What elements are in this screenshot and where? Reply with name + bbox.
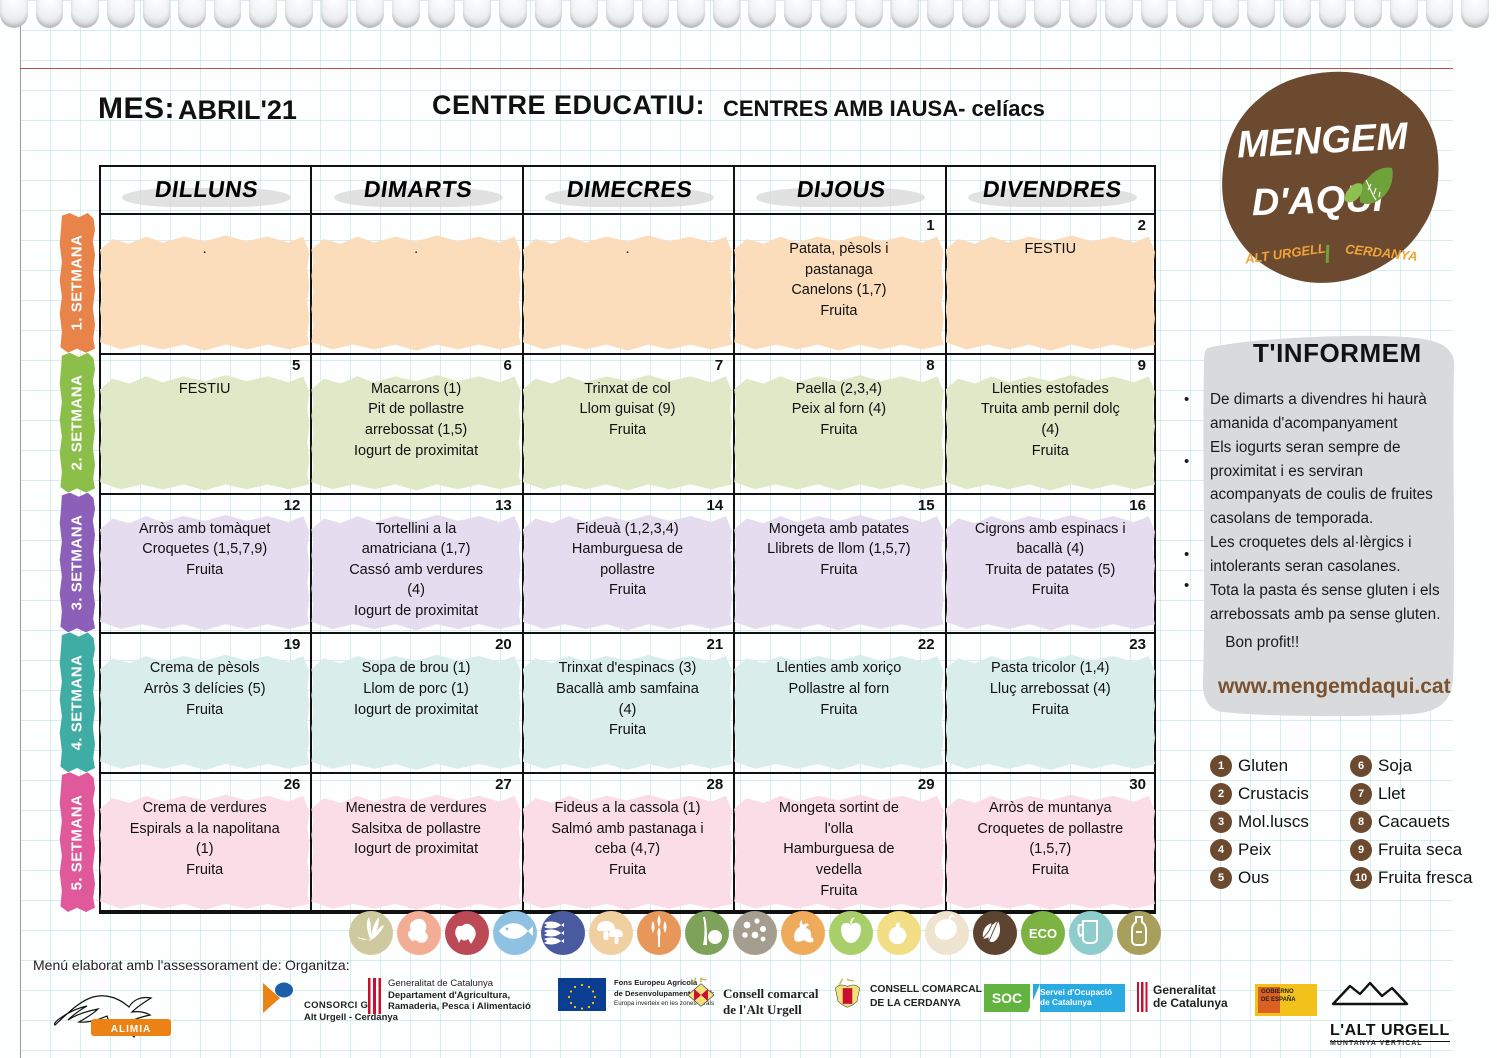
svg-text:ECO: ECO (1029, 926, 1057, 941)
svg-text:ALIMIA: ALIMIA (111, 1024, 151, 1035)
